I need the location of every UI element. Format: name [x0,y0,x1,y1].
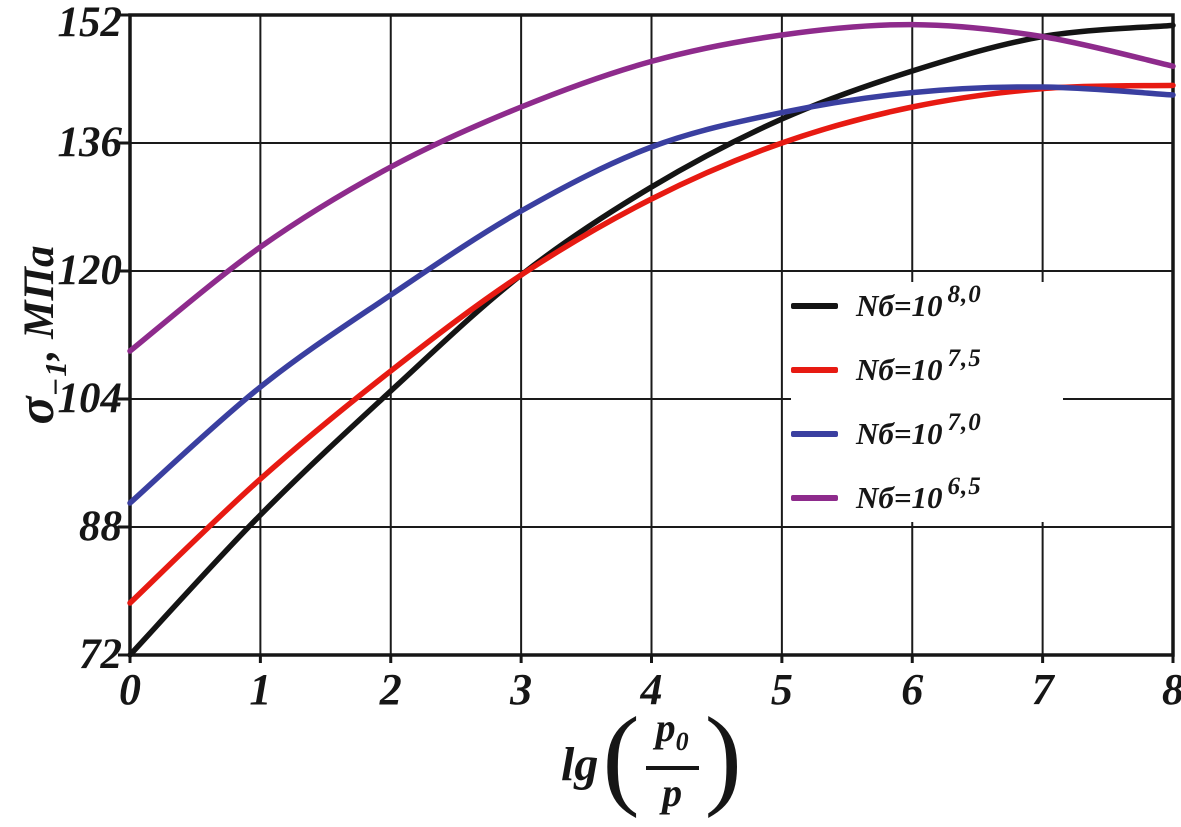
legend-label-base: Nб=10 [856,288,943,323]
x-axis-label-numerator-sub: 0 [675,726,689,756]
x-axis-label: lg ( p0 p ) [130,696,1173,821]
y-axis-label: σ−1, МПа [5,190,73,480]
chart-legend: Nб=10 8,0 Nб=10 7,5 Nб=10 7,0 Nб=10 6,5 [791,281,1063,522]
legend-item: Nб=10 8,0 [791,281,1063,330]
legend-label: Nб=10 7,5 [856,345,982,388]
y-tick-label: 152 [57,0,123,46]
x-axis-label-denominator: p [662,769,683,815]
legend-line-swatch [791,303,838,309]
x-axis-label-numerator: p0 [645,704,699,770]
curve-108,0 [127,22,1176,658]
x-tick-label: 3 [510,665,533,714]
y-tick-label: 88 [79,503,122,550]
x-axis-label-paren-open: ( [602,694,640,819]
x-tick-label: 6 [901,665,924,714]
x-tick-label: 7 [1031,665,1054,714]
x-axis-label-fraction: p0 p [645,704,699,816]
curve-107,0 [127,84,1176,506]
x-tick-label: 0 [119,665,141,714]
plot-border [128,13,1175,657]
legend-item: Nб=10 7,5 [791,345,1063,394]
legend-label-exponent: 7,5 [947,345,982,372]
x-tick-label: 4 [640,665,663,714]
y-tick-label: 104 [57,375,123,422]
legend-item: Nб=10 6,5 [791,473,1063,522]
legend-line-swatch [791,431,838,437]
y-tick-label: 120 [57,247,123,294]
legend-label: Nб=10 7,0 [856,409,982,452]
legend-label: Nб=10 6,5 [856,473,982,516]
legend-label-base: Nб=10 [856,416,943,451]
legend-label-exponent: 7,0 [947,409,982,436]
x-tick-label: 5 [770,665,793,714]
y-axis-label-sigma: σ [8,396,65,425]
curve-107,5 [127,82,1176,606]
legend-label-exponent: 6,5 [947,473,982,500]
x-axis-label-paren-close: ) [704,694,742,819]
x-tick-label: 2 [379,665,402,714]
legend-item: Nб=10 7,0 [791,409,1063,458]
legend-label-exponent: 8,0 [947,281,982,308]
legend-label-base: Nб=10 [856,480,943,515]
x-tick-label: 8 [1128,663,1181,717]
x-tick-label: 1 [249,665,272,714]
legend-line-swatch [791,495,838,501]
x-axis-label-numerator-base: p [655,704,676,750]
y-tick-label: 72 [79,631,122,678]
y-axis-label-subscript: −1 [38,360,73,397]
y-tick-label: 136 [57,119,123,166]
legend-label: Nб=10 8,0 [856,281,982,324]
x-axis-label-function: lg [561,738,599,791]
y-axis-label-unit: , МПа [16,245,63,361]
curve-106,5 [127,21,1176,354]
legend-label-base: Nб=10 [856,352,943,387]
legend-line-swatch [791,367,838,373]
